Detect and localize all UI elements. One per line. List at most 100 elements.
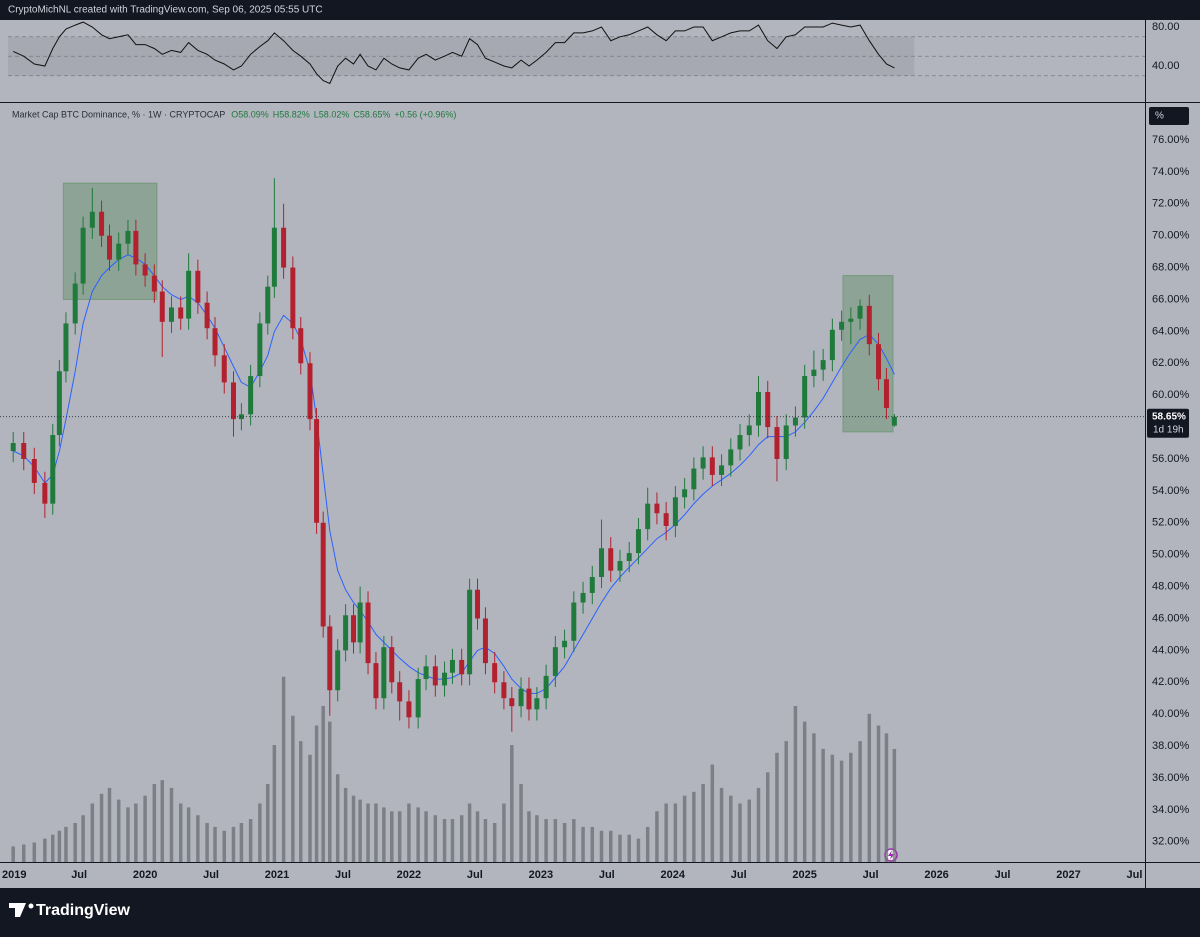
volume-bar bbox=[701, 784, 705, 862]
x-tick-label: 2023 bbox=[529, 869, 553, 881]
y-tick-label: 76.00% bbox=[1152, 134, 1190, 146]
candle-body bbox=[829, 329, 835, 361]
candle-body bbox=[509, 698, 515, 707]
logo-mark bbox=[9, 903, 26, 917]
volume-bar bbox=[90, 803, 95, 862]
volume-bar bbox=[299, 741, 303, 862]
y-tick-label: 70.00% bbox=[1152, 230, 1190, 242]
volume-bar bbox=[231, 826, 236, 862]
volume-bar bbox=[627, 834, 631, 862]
series-title: Market Cap BTC Dominance, % · 1W · CRYPT… bbox=[12, 109, 225, 119]
candle-body bbox=[298, 328, 304, 364]
x-tick-label: 2021 bbox=[265, 869, 289, 881]
candle-body bbox=[820, 360, 826, 370]
candle-body bbox=[351, 615, 357, 643]
volume-bar bbox=[222, 830, 227, 862]
candle-body bbox=[357, 602, 363, 643]
candle-body bbox=[728, 449, 734, 466]
volume-bar bbox=[64, 826, 68, 862]
ohlc-value: O58.09% bbox=[231, 109, 269, 119]
candle-body bbox=[700, 457, 706, 469]
candle-body bbox=[682, 489, 688, 498]
candles bbox=[10, 178, 897, 732]
candle-body bbox=[442, 672, 448, 686]
volume-bar bbox=[424, 811, 428, 862]
volume-bar bbox=[160, 780, 165, 862]
y-tick-label: 60.00% bbox=[1152, 389, 1190, 401]
volume-bar bbox=[314, 725, 319, 862]
candle-body bbox=[335, 650, 341, 691]
candle-body bbox=[526, 688, 532, 710]
candle-body bbox=[543, 675, 549, 699]
volume-bar bbox=[812, 733, 816, 862]
rsi-line bbox=[12, 21, 895, 85]
candle-body bbox=[212, 328, 218, 356]
header-text: CryptoMichNL created with TradingView.co… bbox=[8, 5, 323, 16]
volume bbox=[11, 676, 897, 862]
volume-bar bbox=[416, 807, 420, 862]
y-tick-label: 38.00% bbox=[1152, 740, 1190, 752]
candle-body bbox=[475, 589, 481, 619]
candle-body bbox=[783, 425, 789, 459]
volume-bar bbox=[793, 706, 798, 862]
volume-bar bbox=[636, 838, 641, 862]
volume-bar bbox=[358, 799, 362, 862]
y-tick-label: 64.00% bbox=[1152, 325, 1190, 337]
candle-body bbox=[866, 305, 872, 345]
highlight-box bbox=[842, 275, 894, 433]
alert-bolt bbox=[888, 850, 894, 860]
candle-body bbox=[186, 270, 192, 319]
x-tick-label: 2026 bbox=[924, 869, 948, 881]
y-tick-label: 42.00% bbox=[1152, 676, 1190, 688]
volume-bar bbox=[321, 706, 325, 862]
candle-body bbox=[415, 679, 421, 718]
x-tick-label: 2025 bbox=[792, 869, 816, 881]
candle-body bbox=[501, 682, 507, 699]
volume-bar bbox=[562, 823, 567, 862]
candle-body bbox=[307, 363, 313, 420]
candle-body bbox=[406, 701, 412, 718]
candle-body bbox=[423, 666, 429, 680]
volume-bar bbox=[272, 745, 277, 862]
candle-body bbox=[31, 458, 37, 483]
volume-bar bbox=[590, 826, 595, 862]
candle-body bbox=[691, 468, 697, 490]
volume-bar bbox=[553, 819, 558, 862]
volume-bar bbox=[205, 823, 209, 862]
candle-body bbox=[159, 291, 165, 322]
candle-body bbox=[737, 435, 743, 450]
volume-bar bbox=[609, 830, 613, 862]
volume-bar bbox=[308, 754, 312, 862]
volume-bar bbox=[729, 795, 733, 862]
unit-box[interactable] bbox=[1149, 107, 1189, 125]
volume-bar bbox=[178, 803, 183, 862]
candle-body bbox=[857, 305, 863, 319]
volume-bar bbox=[692, 791, 696, 862]
candle-body bbox=[518, 688, 524, 707]
volume-bar bbox=[784, 741, 788, 862]
candle-body bbox=[492, 663, 498, 683]
volume-bar bbox=[450, 819, 455, 862]
countdown-label: 1d 19h bbox=[1153, 424, 1184, 435]
volume-bar bbox=[397, 811, 402, 862]
chart-background bbox=[0, 20, 1200, 888]
volume-bar bbox=[510, 745, 514, 862]
rsi-tick-label: 80.00 bbox=[1152, 21, 1180, 33]
candle-body bbox=[839, 321, 845, 330]
volume-bar bbox=[849, 752, 853, 862]
y-tick-label: 52.00% bbox=[1152, 517, 1190, 529]
volume-bar bbox=[839, 760, 844, 862]
volume-bar bbox=[765, 772, 770, 862]
candle-body bbox=[271, 227, 277, 287]
candle-body bbox=[792, 417, 798, 426]
y-tick-label: 54.00% bbox=[1152, 485, 1190, 497]
candle-body bbox=[106, 235, 112, 260]
volume-bar bbox=[876, 725, 881, 862]
footer-bar bbox=[0, 888, 1200, 932]
rsi-pane: 80.00 40.00 bbox=[8, 21, 1180, 85]
volume-bar bbox=[599, 830, 604, 862]
volume-bar bbox=[719, 787, 724, 862]
candle-body bbox=[719, 465, 725, 475]
volume-bar bbox=[664, 803, 668, 862]
